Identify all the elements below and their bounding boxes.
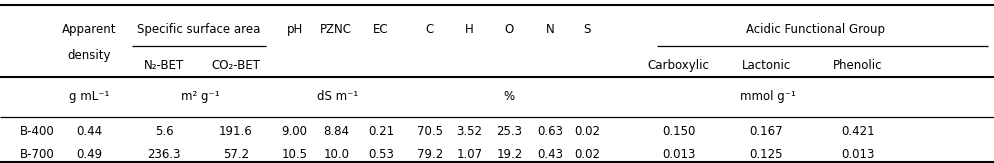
- Text: m² g⁻¹: m² g⁻¹: [181, 90, 219, 104]
- Text: B-700: B-700: [20, 148, 54, 161]
- Text: 0.49: 0.49: [77, 148, 102, 161]
- Text: 10.5: 10.5: [281, 148, 307, 161]
- Text: 236.3: 236.3: [147, 148, 181, 161]
- Text: CO₂-BET: CO₂-BET: [211, 59, 260, 72]
- Text: 0.21: 0.21: [368, 125, 394, 138]
- Text: O: O: [504, 23, 514, 36]
- Text: 0.167: 0.167: [748, 125, 782, 138]
- Text: 9.00: 9.00: [281, 125, 307, 138]
- Text: 79.2: 79.2: [416, 148, 442, 161]
- Text: B-400: B-400: [20, 125, 54, 138]
- Text: 8.84: 8.84: [323, 125, 349, 138]
- Text: g mL⁻¹: g mL⁻¹: [70, 90, 109, 104]
- Text: 0.125: 0.125: [748, 148, 782, 161]
- Text: Carboxylic: Carboxylic: [647, 59, 709, 72]
- Text: 70.5: 70.5: [416, 125, 442, 138]
- Text: EC: EC: [373, 23, 389, 36]
- Text: 0.150: 0.150: [661, 125, 695, 138]
- Text: 25.3: 25.3: [496, 125, 522, 138]
- Text: 0.43: 0.43: [537, 148, 563, 161]
- Text: S: S: [582, 23, 590, 36]
- Text: pH: pH: [286, 23, 302, 36]
- Text: 3.52: 3.52: [456, 125, 482, 138]
- Text: 0.44: 0.44: [77, 125, 102, 138]
- Text: 57.2: 57.2: [223, 148, 248, 161]
- Text: 0.02: 0.02: [574, 125, 599, 138]
- Text: N: N: [546, 23, 554, 36]
- Text: 10.0: 10.0: [323, 148, 349, 161]
- Text: mmol g⁻¹: mmol g⁻¹: [740, 90, 795, 104]
- Text: Lactonic: Lactonic: [741, 59, 790, 72]
- Text: H: H: [465, 23, 473, 36]
- Text: 5.6: 5.6: [155, 125, 173, 138]
- Text: 19.2: 19.2: [496, 148, 522, 161]
- Text: 0.02: 0.02: [574, 148, 599, 161]
- Text: Acidic Functional Group: Acidic Functional Group: [746, 23, 885, 36]
- Text: Phenolic: Phenolic: [832, 59, 882, 72]
- Text: PZNC: PZNC: [320, 23, 352, 36]
- Text: Specific surface area: Specific surface area: [137, 23, 260, 36]
- Text: 0.421: 0.421: [840, 125, 874, 138]
- Text: density: density: [68, 49, 111, 62]
- Text: 1.07: 1.07: [456, 148, 482, 161]
- Text: dS m⁻¹: dS m⁻¹: [317, 90, 358, 104]
- Text: Apparent: Apparent: [63, 23, 116, 36]
- Text: 0.013: 0.013: [840, 148, 874, 161]
- Text: 191.6: 191.6: [219, 125, 252, 138]
- Text: %: %: [502, 90, 514, 104]
- Text: N₂-BET: N₂-BET: [144, 59, 184, 72]
- Text: 0.53: 0.53: [368, 148, 394, 161]
- Text: 0.013: 0.013: [661, 148, 695, 161]
- Text: 0.63: 0.63: [537, 125, 563, 138]
- Text: C: C: [425, 23, 433, 36]
